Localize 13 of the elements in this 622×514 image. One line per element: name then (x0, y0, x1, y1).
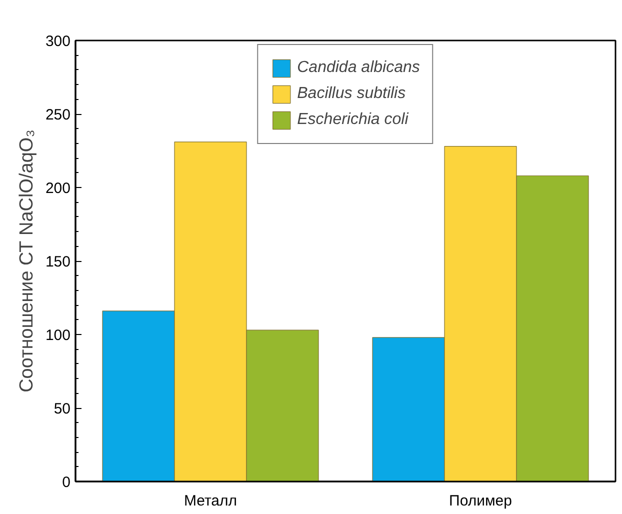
y-tick-label: 50 (54, 400, 71, 418)
y-tick-label: 300 (45, 33, 71, 50)
y-tick-label: 200 (45, 180, 71, 197)
y-tick-label: 150 (45, 254, 71, 270)
y-tick-label: 250 (45, 106, 71, 124)
y-tick-label: 100 (45, 327, 71, 344)
y-axis-title: Соотношение СТ NaClO/aqO₃ (16, 130, 38, 392)
y-tick-label: 0 (62, 474, 70, 491)
x-tick-label: Металл (184, 492, 238, 510)
legend-label: Bacillus subtilis (297, 85, 406, 103)
legend-label: Candida albicans (297, 59, 420, 77)
x-tick-label: Полимер (449, 492, 512, 510)
legend-label: Escherichia coli (297, 111, 408, 129)
